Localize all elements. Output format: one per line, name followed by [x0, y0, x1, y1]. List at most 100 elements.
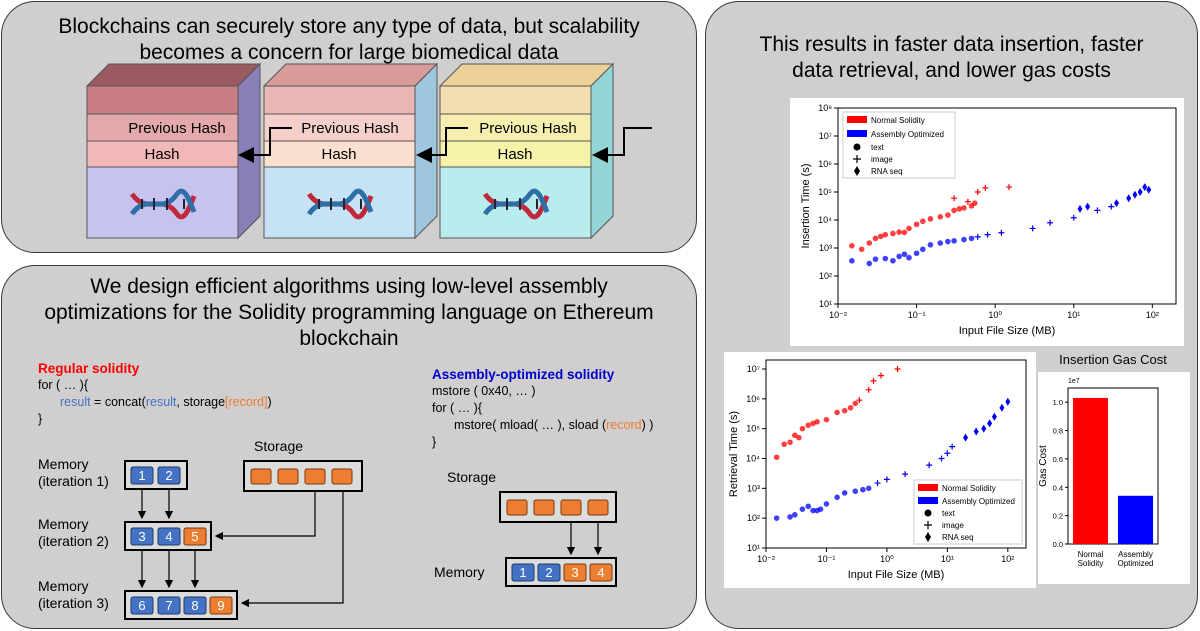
insertion-point-image: [984, 231, 991, 238]
gas-bar-0: [1072, 397, 1109, 544]
retrieval-point-text: [796, 434, 802, 441]
insertion-data-points: [849, 183, 1152, 267]
insertion-x-tick-label: 10²: [1146, 310, 1159, 320]
insertion-point-image: [1006, 184, 1013, 191]
insertion-point-image: [982, 184, 989, 191]
insertion-point-text: [896, 253, 902, 260]
insertion-point-rna: [1146, 185, 1152, 194]
svg-text:Previous Hash: Previous Hash: [479, 120, 577, 137]
retrieval-x-tick-label: 10⁻¹: [818, 554, 836, 564]
retrieval-point-text: [823, 416, 830, 423]
retrieval-point-text: [834, 494, 840, 501]
insertion-point-text: [890, 230, 896, 237]
insertion-point-image: [1094, 207, 1101, 214]
insertion-point-rna: [1132, 190, 1138, 199]
insertion-y-tick-label: 10⁸: [818, 103, 832, 113]
gas-y-tick-label: 0.2: [1053, 512, 1063, 521]
retrieval-point-image: [870, 377, 877, 384]
insertion-point-text: [951, 238, 957, 244]
gas-category-label: Assembly: [1118, 550, 1153, 559]
svg-text:Previous Hash: Previous Hash: [128, 120, 226, 137]
insertion-point-text: [945, 238, 951, 245]
svg-text:Previous Hash: Previous Hash: [301, 120, 399, 137]
insertion-point-image: [974, 233, 981, 240]
legend-image-marker-icon: [924, 521, 932, 529]
blockchain-diagram: Previous Hash Hash Previous Hash Hash: [85, 62, 652, 240]
retrieval-data-points: [773, 365, 1011, 521]
insertion-point-text: [901, 229, 908, 236]
retrieval-point-text: [773, 515, 780, 521]
memory-iter3-label: Memory: [38, 578, 89, 594]
legend-text-marker-icon: [924, 509, 932, 517]
insertion-point-text: [896, 229, 902, 235]
block-3-hash: [439, 140, 592, 168]
insertion-point-text: [951, 207, 957, 214]
insertion-time-chart: 10⁻² 10⁻¹ 10⁰ 10¹ 10² 10¹ 10² 10³ 10⁴ 10⁵ 10⁶ 10⁷ 10…: [790, 98, 1184, 346]
svg-text:2: 2: [545, 565, 552, 580]
block-1-top: [86, 85, 239, 115]
svg-text:image: image: [871, 155, 893, 164]
right-memory-label: Memory: [434, 564, 485, 580]
retrieval-point-image: [949, 443, 956, 450]
retrieval-point-text: [823, 501, 830, 507]
insertion-point-text: [920, 246, 926, 253]
insertion-y-tick-label: 10¹: [819, 299, 832, 309]
retrieval-point-text: [847, 404, 854, 411]
legend-assembly-label: Assembly Optimized: [871, 130, 944, 139]
retrieval-point-image: [894, 365, 901, 372]
insertion-point-image: [974, 189, 981, 195]
insertion-point-text: [956, 206, 963, 212]
insertion-point-text: [849, 242, 855, 249]
insertion-point-rna: [1085, 202, 1091, 211]
insertion-plot-area: [837, 107, 1177, 305]
retrieval-point-image: [938, 455, 945, 462]
retrieval-point-text: [799, 506, 806, 512]
svg-text:7: 7: [165, 598, 172, 613]
insertion-point-text: [913, 221, 920, 228]
gas-axis-ticks: 0.0 0.2 0.4 0.6 0.8 1.0: [1053, 398, 1068, 549]
insertion-y-tick-label: 10⁷: [819, 131, 832, 141]
insertion-x-axis-label: Input File Size (MB): [959, 325, 1056, 337]
insertion-legend: Normal Solidity Assembly Optimized text …: [842, 111, 956, 179]
storage-cells: [250, 468, 353, 485]
retrieval-point-text: [773, 454, 780, 461]
insertion-y-tick-label: 10²: [819, 271, 832, 281]
insertion-point-rna: [1142, 183, 1148, 192]
insertion-point-image: [1047, 219, 1054, 226]
insertion-point-rna: [1077, 204, 1083, 213]
legend-assembly-swatch: [847, 130, 867, 137]
insertion-point-text: [901, 251, 908, 258]
storage-label: Storage: [254, 438, 303, 454]
retrieval-point-rna: [981, 424, 987, 433]
gas-y-tick-label: 0.4: [1053, 483, 1063, 492]
memory-iter1-label: Memory: [38, 456, 89, 472]
insertion-y-tick-label: 10⁶: [818, 159, 832, 169]
memory-diagram: Storage Memory (iteration 1) Memory (ite…: [38, 438, 617, 620]
svg-text:4: 4: [597, 565, 604, 580]
gas-category-label: Optimized: [1117, 559, 1153, 568]
insertion-point-rna: [1137, 188, 1143, 196]
retrieval-point-text: [792, 511, 798, 518]
gas-y-tick-label: 1.0: [1053, 398, 1063, 407]
retrieval-point-text: [865, 485, 872, 492]
right-storage-cells: [506, 499, 609, 516]
blockchain-panel-title: Blockchains can securely store any type …: [58, 15, 640, 64]
retrieval-point-rna: [963, 433, 969, 442]
retrieval-point-text: [841, 490, 848, 496]
insertion-point-text: [906, 225, 912, 232]
retrieval-y-tick-label: 10⁴: [746, 453, 760, 463]
svg-text:5: 5: [191, 529, 198, 544]
insertion-point-image: [1070, 214, 1077, 221]
svg-text:image: image: [942, 521, 964, 530]
retrieval-x-axis-label: Input File Size (MB): [848, 569, 945, 581]
retrieval-point-image: [874, 480, 881, 487]
retrieval-point-image: [883, 476, 890, 483]
blockchain-panel: Blockchains can securely store any type …: [1, 1, 697, 253]
gas-y-tick-label: 0.8: [1053, 427, 1063, 436]
insertion-point-text: [927, 242, 934, 248]
retrieval-y-tick-label: 10⁶: [746, 394, 760, 404]
hash-link-arrows: [238, 127, 652, 163]
insertion-point-text: [961, 236, 967, 243]
retrieval-point-text: [817, 506, 824, 512]
